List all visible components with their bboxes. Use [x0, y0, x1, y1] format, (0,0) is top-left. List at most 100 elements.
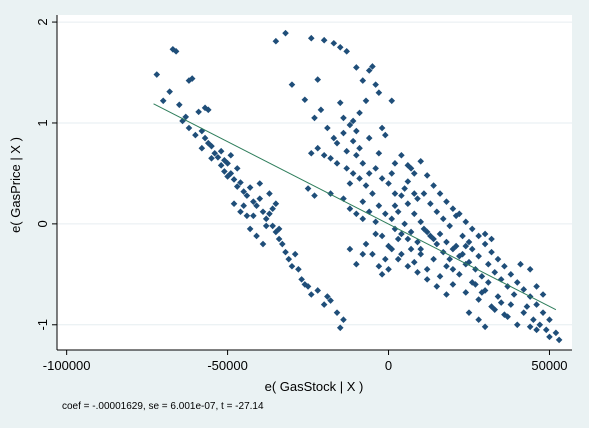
data-point — [243, 192, 251, 199]
data-point — [388, 97, 396, 105]
data-point — [320, 36, 328, 44]
data-point — [388, 245, 396, 253]
data-point — [343, 147, 350, 155]
data-point — [298, 276, 305, 283]
data-point — [520, 286, 528, 293]
data-point — [233, 183, 241, 190]
data-point — [436, 230, 444, 238]
data-point — [256, 180, 264, 187]
data-point — [410, 258, 418, 266]
data-point — [269, 222, 276, 230]
data-point — [481, 287, 489, 294]
data-point — [394, 208, 402, 216]
data-point — [536, 321, 544, 329]
data-point — [494, 293, 502, 300]
data-point — [333, 160, 341, 167]
data-point — [417, 158, 425, 165]
data-point — [256, 195, 264, 202]
data-point — [475, 316, 482, 324]
data-point — [526, 323, 534, 331]
data-point — [507, 301, 515, 308]
data-point — [217, 147, 225, 155]
data-point — [430, 182, 437, 189]
data-point — [346, 205, 354, 213]
data-point — [462, 289, 470, 296]
data-point — [279, 240, 286, 248]
data-point — [398, 230, 405, 238]
data-point — [176, 101, 183, 109]
data-point — [404, 235, 412, 243]
data-point — [375, 202, 383, 210]
data-point — [456, 271, 463, 278]
data-point — [204, 106, 212, 114]
data-point — [401, 185, 408, 192]
data-point — [491, 269, 499, 276]
data-point — [333, 139, 341, 147]
data-point — [288, 262, 296, 270]
data-point — [285, 255, 293, 263]
data-point — [340, 129, 347, 137]
data-point — [359, 198, 367, 205]
data-point — [465, 309, 473, 316]
data-point — [443, 262, 450, 270]
data-point — [314, 144, 322, 152]
y-tick-label: 2 — [35, 18, 50, 25]
data-point — [372, 165, 379, 172]
data-point — [208, 142, 215, 150]
data-point — [314, 76, 322, 83]
data-point — [353, 64, 360, 71]
data-point — [272, 37, 280, 45]
data-point — [275, 225, 283, 233]
data-point — [401, 220, 408, 228]
data-point — [391, 160, 399, 167]
data-point — [546, 333, 553, 341]
data-point — [324, 124, 331, 132]
data-point — [250, 198, 257, 205]
data-point — [481, 230, 489, 238]
data-point — [372, 218, 379, 226]
y-tick-label: 0 — [35, 220, 50, 227]
data-point — [153, 71, 161, 78]
data-point — [443, 198, 450, 205]
data-point — [327, 154, 334, 162]
data-point — [266, 210, 273, 218]
data-point — [378, 232, 386, 240]
data-point — [446, 255, 453, 263]
data-point — [391, 202, 399, 210]
data-point — [253, 232, 260, 240]
data-point — [336, 99, 344, 107]
data-point — [378, 175, 386, 182]
data-point — [478, 273, 486, 280]
data-point — [462, 218, 470, 226]
data-point — [481, 323, 489, 331]
data-point — [404, 162, 412, 169]
data-point — [365, 67, 373, 74]
data-point — [410, 190, 418, 197]
data-point — [501, 262, 508, 270]
data-point — [320, 151, 328, 159]
data-point — [439, 215, 447, 223]
data-point — [214, 153, 222, 161]
data-point — [481, 240, 489, 248]
data-point — [375, 89, 383, 96]
data-point — [414, 195, 421, 202]
data-point — [301, 96, 309, 104]
data-point — [233, 165, 241, 172]
data-point — [468, 225, 476, 233]
data-point — [555, 336, 563, 344]
data-point — [462, 242, 470, 250]
data-point — [246, 225, 254, 233]
data-point — [346, 121, 354, 129]
data-point — [195, 108, 202, 116]
data-point — [365, 134, 373, 142]
data-point — [436, 190, 444, 197]
data-point — [533, 301, 540, 308]
data-point — [404, 262, 412, 270]
data-point — [237, 208, 244, 216]
data-point — [211, 149, 219, 157]
data-point — [353, 210, 360, 218]
y-tick-label: -1 — [35, 319, 50, 331]
data-point — [362, 97, 370, 105]
data-point — [330, 39, 338, 47]
